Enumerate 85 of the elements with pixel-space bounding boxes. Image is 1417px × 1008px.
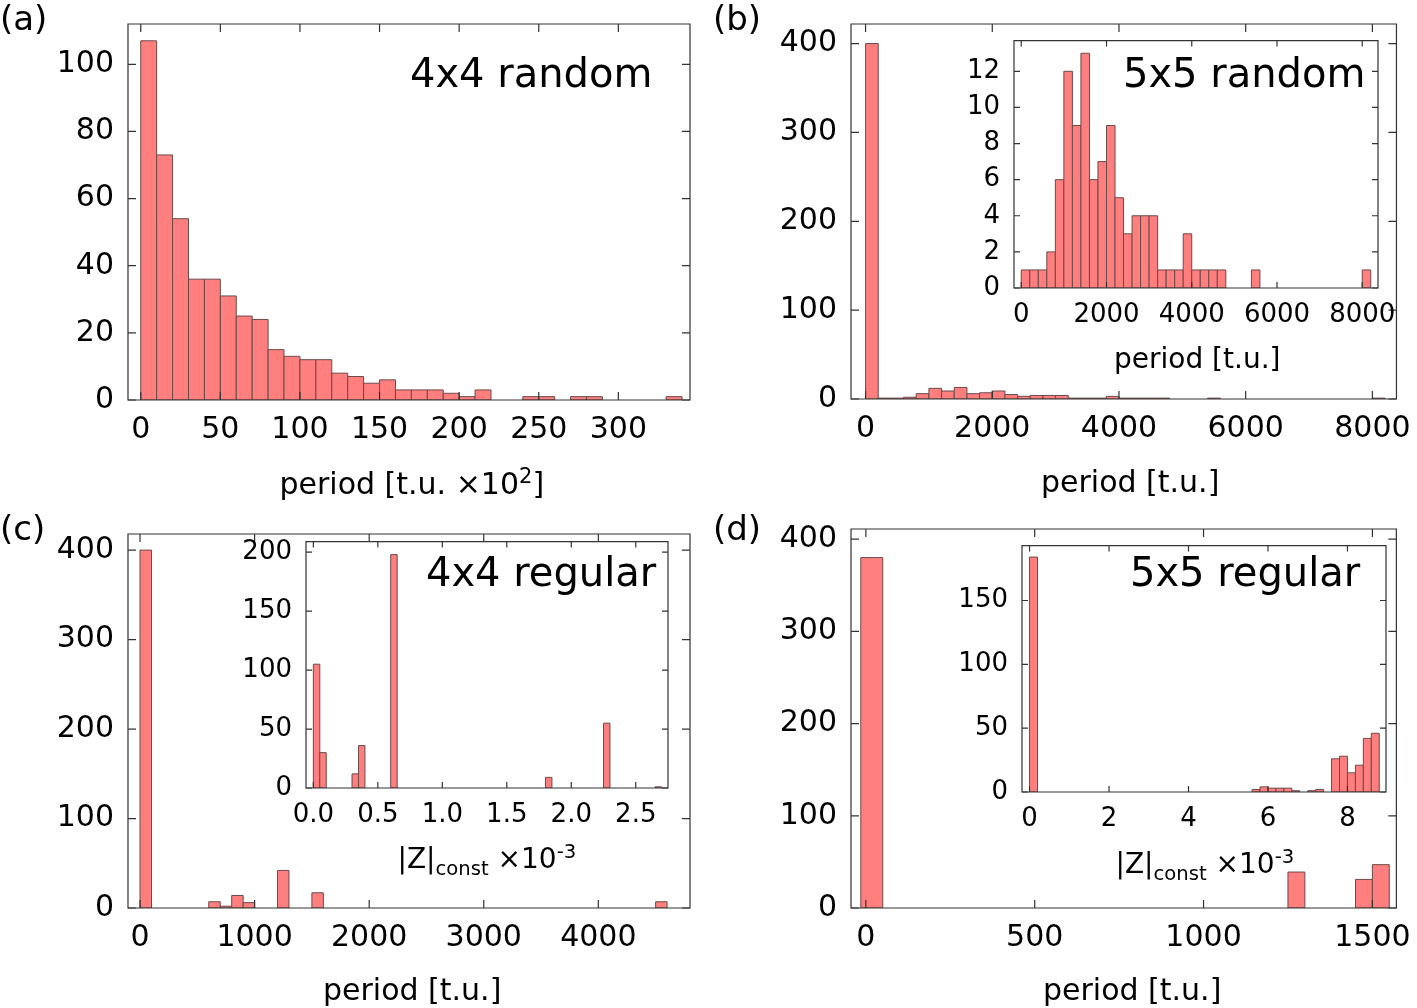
y-tick-label: 6 — [983, 162, 1000, 193]
y-tick-label: 12 — [966, 54, 1000, 85]
y-tick-label: 50 — [258, 711, 292, 742]
y-tick-label: 400 — [779, 518, 837, 554]
y-tick-label: 8 — [983, 126, 1000, 157]
x-tick-label: 2000 — [954, 408, 1031, 444]
y-tick-label: 0 — [94, 379, 114, 415]
x-tick-label: 8000 — [1329, 298, 1396, 329]
y-tick-label: 200 — [779, 703, 837, 739]
x-tick-label: 4000 — [1158, 298, 1225, 329]
annotation: 5x5 regular — [1130, 549, 1361, 595]
y-tick-label: 100 — [242, 652, 292, 683]
y-tick-label: 10 — [966, 90, 1000, 121]
y-tick-label: 50 — [974, 710, 1008, 741]
y-tick-label: 0 — [991, 774, 1008, 805]
x-tick-label: 2 — [1100, 802, 1118, 833]
y-tick-label: 40 — [75, 245, 114, 281]
y-tick-label: 150 — [958, 583, 1008, 614]
y-tick-label: 20 — [75, 312, 114, 348]
x-tick-label: 0 — [856, 917, 876, 953]
y-tick-label: 100 — [56, 44, 114, 80]
x-tick-label: 0 — [1012, 298, 1030, 329]
y-tick-label: 150 — [242, 593, 292, 624]
y-tick-label: 0 — [94, 887, 114, 923]
y-tick-label: 300 — [779, 112, 837, 148]
x-tick-label: 500 — [1006, 917, 1064, 953]
x-tick-label: 6 — [1259, 802, 1277, 833]
x-tick-label: 1000 — [1165, 917, 1242, 953]
x-tick-label: 8000 — [1334, 408, 1411, 444]
x-tick-label: 300 — [589, 409, 647, 445]
x-tick-label: 2000 — [331, 917, 408, 953]
y-tick-label: 300 — [56, 619, 114, 655]
y-tick-label: 80 — [75, 111, 114, 147]
x-tick-label: 4000 — [560, 917, 637, 953]
y-tick-label: 0 — [817, 378, 837, 414]
x-axis-title: |Z|$_{const}$ ×10$^{-3}$ — [397, 839, 577, 880]
x-axis-title: period [t.u.] — [1041, 464, 1220, 499]
x-tick-label: 1.5 — [486, 798, 528, 829]
x-tick-label: 2.5 — [615, 798, 657, 829]
x-tick-label: 0 — [130, 917, 150, 953]
y-tick-label: 200 — [779, 201, 837, 237]
y-tick-label: 100 — [958, 647, 1008, 678]
x-axis-title: |Z|$_{const}$ ×10$^{-3}$ — [1115, 844, 1295, 885]
annotation: 4x4 random — [410, 50, 653, 96]
x-tick-label: 250 — [510, 409, 568, 445]
x-tick-label: 1000 — [216, 917, 293, 953]
x-tick-label: 2.0 — [550, 798, 592, 829]
x-tick-label: 6000 — [1207, 408, 1284, 444]
x-tick-label: 4000 — [1080, 408, 1158, 444]
y-tick-label: 60 — [75, 178, 114, 214]
y-tick-label: 0 — [275, 770, 292, 801]
x-tick-label: 0.5 — [357, 798, 399, 829]
x-tick-label: 0 — [131, 409, 151, 445]
x-tick-label: 1500 — [1334, 917, 1411, 953]
x-tick-label: 1.0 — [421, 798, 463, 829]
y-tick-label: 400 — [779, 23, 837, 59]
x-axis-title: period [t.u.] — [1043, 972, 1222, 1007]
y-tick-label: 0 — [983, 270, 1000, 301]
x-tick-label: 4 — [1180, 802, 1197, 833]
x-tick-label: 50 — [201, 409, 240, 445]
y-tick-label: 200 — [56, 708, 114, 744]
x-tick-label: 6000 — [1243, 298, 1311, 329]
annotation: 4x4 regular — [426, 549, 657, 595]
y-tick-label: 0 — [817, 887, 837, 923]
x-axis-title: period [t.u.] — [323, 972, 502, 1007]
x-tick-label: 0 — [1021, 802, 1038, 833]
y-tick-label: 4 — [983, 198, 1000, 229]
annotation: 5x5 random — [1123, 50, 1366, 96]
text: (d) — [713, 508, 762, 548]
x-axis-title: period [t.u.] — [1114, 342, 1281, 375]
text: (c) — [0, 508, 46, 548]
y-tick-label: 200 — [242, 534, 292, 565]
x-tick-label: 150 — [350, 409, 409, 445]
x-tick-label: 0 — [856, 408, 876, 444]
x-tick-label: 2000 — [1073, 298, 1140, 329]
y-tick-label: 300 — [779, 611, 837, 647]
y-tick-label: 400 — [56, 529, 114, 565]
x-tick-label: 0.0 — [292, 798, 335, 829]
x-axis-title: period [t.u. ×10$^{2}$] — [279, 463, 545, 501]
x-tick-label: 8 — [1339, 802, 1356, 833]
text: (b) — [713, 0, 762, 38]
text: (a) — [0, 0, 48, 38]
y-tick-label: 2 — [983, 234, 1000, 265]
x-tick-label: 3000 — [445, 917, 522, 953]
x-tick-label: 200 — [430, 409, 488, 445]
